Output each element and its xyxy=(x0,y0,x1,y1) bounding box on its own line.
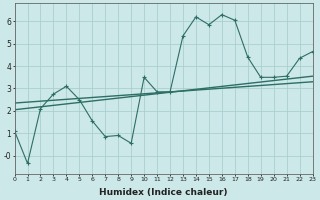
X-axis label: Humidex (Indice chaleur): Humidex (Indice chaleur) xyxy=(99,188,228,197)
